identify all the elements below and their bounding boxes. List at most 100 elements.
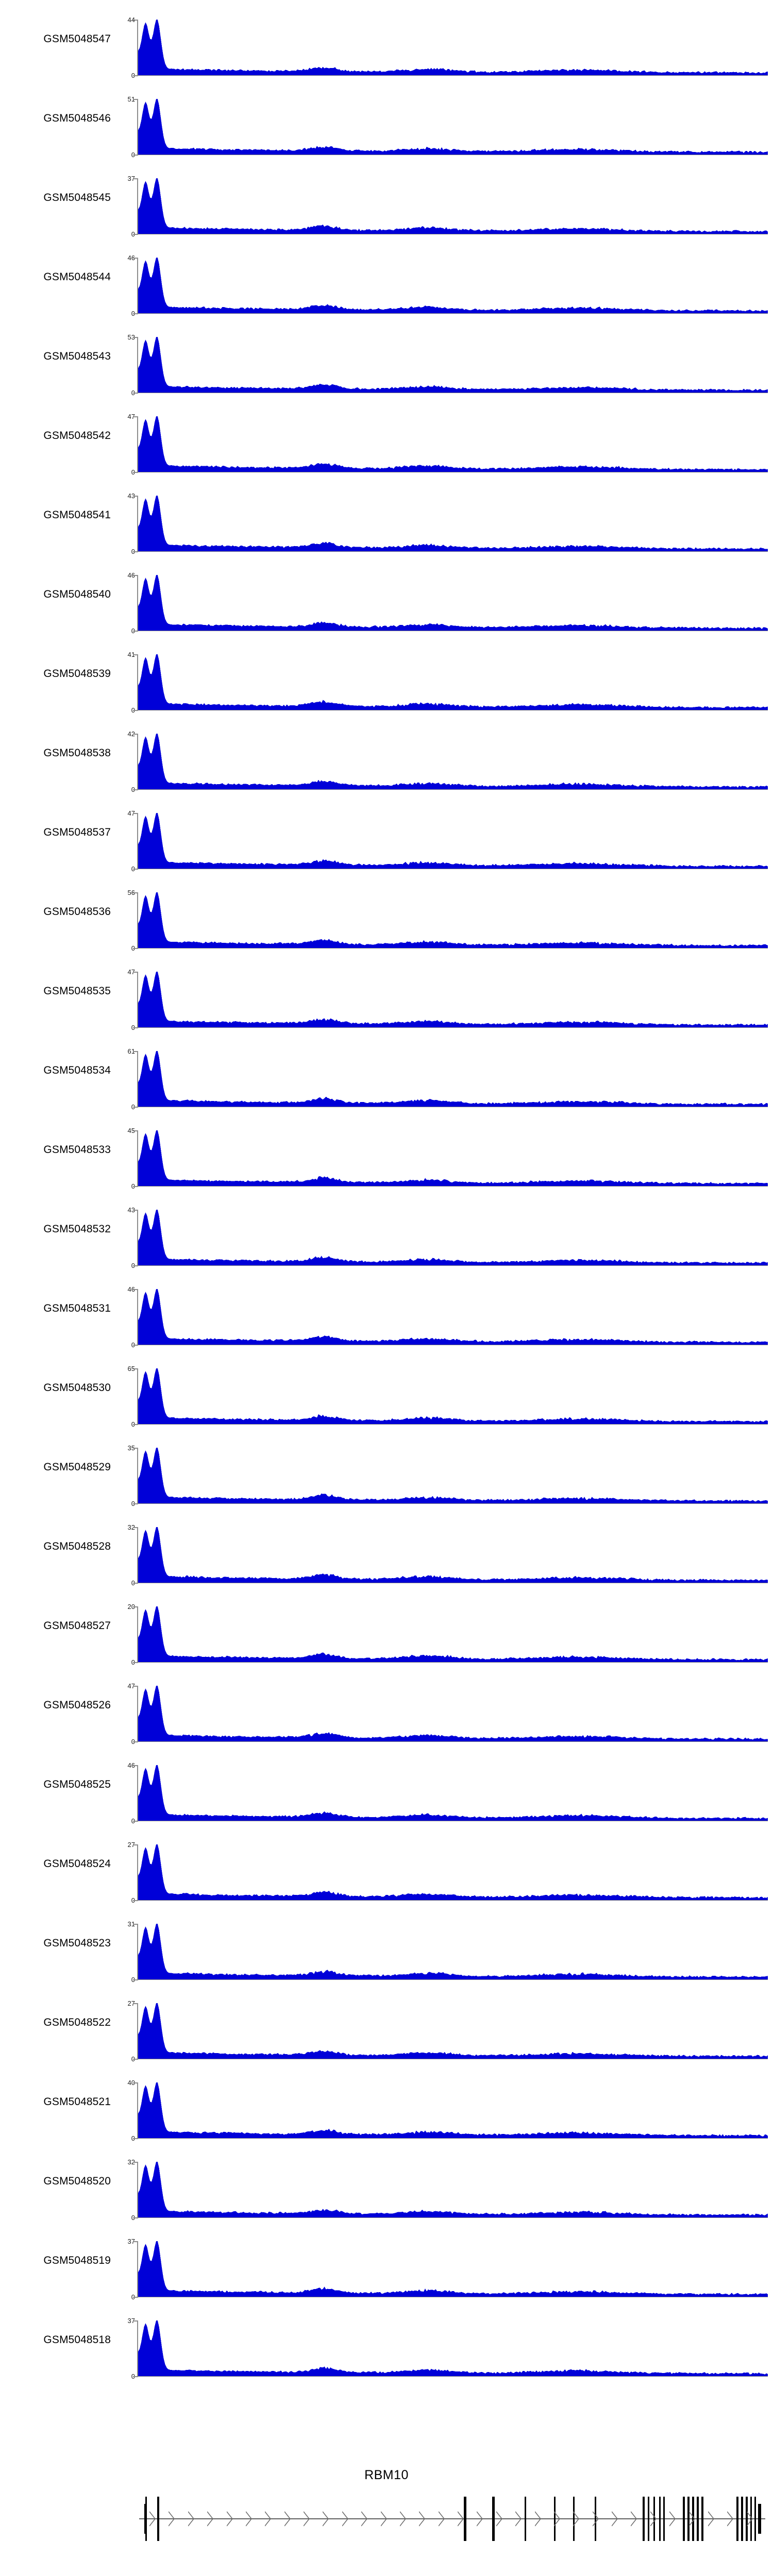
- coverage-area-plot[interactable]: [138, 1527, 768, 1583]
- coverage-area-plot[interactable]: [138, 654, 768, 710]
- coverage-area-plot[interactable]: [138, 1368, 768, 1424]
- coverage-area-plot[interactable]: [138, 972, 768, 1027]
- coverage-track[interactable]: GSM5048541 43 0: [0, 480, 773, 560]
- y-axis-tick-min: [133, 1821, 138, 1822]
- coverage-track[interactable]: GSM5048525 46 0: [0, 1750, 773, 1829]
- coverage-track[interactable]: GSM5048526 47 0: [0, 1670, 773, 1750]
- coverage-track[interactable]: GSM5048533 45 0: [0, 1115, 773, 1194]
- y-axis-rule: [137, 1606, 138, 1662]
- y-axis-tick-max: [133, 972, 138, 973]
- track-sample-label: GSM5048523: [43, 1937, 111, 1949]
- y-axis-min-label: 0: [114, 1183, 135, 1190]
- coverage-track[interactable]: GSM5048546 51 0: [0, 83, 773, 163]
- gene-exon: [554, 2497, 556, 2541]
- coverage-track[interactable]: GSM5048542 47 0: [0, 401, 773, 480]
- coverage-track[interactable]: GSM5048521 40 0: [0, 2067, 773, 2146]
- coverage-track[interactable]: GSM5048544 46 0: [0, 242, 773, 321]
- coverage-track[interactable]: GSM5048543 53 0: [0, 321, 773, 401]
- coverage-track[interactable]: GSM5048524 27 0: [0, 1829, 773, 1908]
- y-axis-tick-min: [133, 1979, 138, 1980]
- coverage-track[interactable]: GSM5048547 44 0: [0, 4, 773, 83]
- y-axis-min-label: 0: [114, 1738, 135, 1745]
- coverage-track[interactable]: GSM5048519 37 0: [0, 2226, 773, 2305]
- coverage-track[interactable]: GSM5048537 47 0: [0, 798, 773, 877]
- coverage-area-plot[interactable]: [138, 892, 768, 948]
- coverage-baseline: [138, 2376, 768, 2377]
- coverage-area-plot[interactable]: [138, 2241, 768, 2297]
- coverage-track[interactable]: GSM5048534 61 0: [0, 1036, 773, 1115]
- coverage-area-plot[interactable]: [138, 1448, 768, 1503]
- coverage-area-plot[interactable]: [138, 1210, 768, 1265]
- coverage-area-plot[interactable]: [138, 416, 768, 472]
- coverage-area-plot[interactable]: [138, 1924, 768, 1979]
- coverage-track[interactable]: GSM5048531 46 0: [0, 1274, 773, 1353]
- coverage-area-plot[interactable]: [138, 496, 768, 551]
- coverage-area-plot[interactable]: [138, 178, 768, 234]
- y-axis-max-label: 47: [127, 968, 135, 976]
- gene-exon: [643, 2497, 645, 2541]
- y-axis-min-label: 0: [114, 2056, 135, 2062]
- y-axis-max-label: 46: [127, 1285, 135, 1293]
- coverage-area-plot[interactable]: [138, 20, 768, 75]
- coverage-area-plot[interactable]: [138, 734, 768, 789]
- track-sample-label: GSM5048519: [43, 2255, 111, 2266]
- y-axis-max-label: 35: [127, 1444, 135, 1452]
- strand-arrow-icon: [708, 2511, 715, 2527]
- coverage-area-plot[interactable]: [138, 1765, 768, 1821]
- coverage-track[interactable]: GSM5048529 35 0: [0, 1432, 773, 1512]
- strand-arrow-icon: [669, 2511, 676, 2527]
- track-sample-label: GSM5048542: [43, 430, 111, 442]
- coverage-baseline: [138, 1027, 768, 1028]
- y-axis-min-label: 0: [114, 469, 135, 476]
- y-axis-tick-max: [133, 2082, 138, 2083]
- coverage-area-plot[interactable]: [138, 2320, 768, 2376]
- coverage-area-plot[interactable]: [138, 258, 768, 313]
- y-axis-min-label: 0: [114, 707, 135, 714]
- coverage-area-plot[interactable]: [138, 1686, 768, 1741]
- coverage-area-plot[interactable]: [138, 337, 768, 393]
- coverage-area-plot[interactable]: [138, 1051, 768, 1107]
- track-sample-label: GSM5048547: [43, 33, 111, 45]
- coverage-track[interactable]: GSM5048545 37 0: [0, 163, 773, 242]
- y-axis-rule: [137, 2003, 138, 2059]
- coverage-track[interactable]: GSM5048523 31 0: [0, 1908, 773, 1988]
- strand-arrow-icon: [553, 2511, 561, 2527]
- coverage-track[interactable]: GSM5048527 20 0: [0, 1591, 773, 1670]
- y-axis-tick-min: [133, 155, 138, 156]
- coverage-area-plot[interactable]: [138, 2082, 768, 2138]
- coverage-area-plot[interactable]: [138, 1606, 768, 1662]
- y-axis-max-label: 43: [127, 1206, 135, 1214]
- coverage-track[interactable]: GSM5048539 41 0: [0, 639, 773, 718]
- coverage-area-plot[interactable]: [138, 1130, 768, 1186]
- coverage-track[interactable]: GSM5048520 32 0: [0, 2146, 773, 2226]
- coverage-area-plot[interactable]: [138, 1844, 768, 1900]
- y-axis-rule: [137, 2162, 138, 2217]
- coverage-track[interactable]: GSM5048535 47 0: [0, 956, 773, 1036]
- coverage-track[interactable]: GSM5048536 56 0: [0, 877, 773, 956]
- coverage-area-plot[interactable]: [138, 99, 768, 155]
- coverage-area-plot[interactable]: [138, 2003, 768, 2059]
- track-sample-label: GSM5048530: [43, 1382, 111, 1394]
- coverage-track[interactable]: GSM5048522 27 0: [0, 1988, 773, 2067]
- gene-exon: [525, 2497, 526, 2541]
- coverage-area-plot[interactable]: [138, 813, 768, 869]
- coverage-track[interactable]: GSM5048530 65 0: [0, 1353, 773, 1432]
- y-axis-min-label: 0: [114, 1104, 135, 1110]
- y-axis-max-label: 46: [127, 254, 135, 262]
- y-axis-tick-min: [133, 869, 138, 870]
- coverage-track[interactable]: GSM5048538 42 0: [0, 718, 773, 798]
- y-axis-tick-min: [133, 948, 138, 949]
- coverage-area-plot[interactable]: [138, 1289, 768, 1345]
- y-axis-tick-max: [133, 178, 138, 179]
- coverage-track[interactable]: GSM5048532 43 0: [0, 1194, 773, 1274]
- coverage-track[interactable]: GSM5048528 32 0: [0, 1512, 773, 1591]
- coverage-track[interactable]: GSM5048540 46 0: [0, 560, 773, 639]
- y-axis-min-label: 0: [114, 1500, 135, 1507]
- coverage-track[interactable]: GSM5048518 37 0: [0, 2305, 773, 2384]
- y-axis-tick-min: [133, 234, 138, 235]
- y-axis-tick-min: [133, 710, 138, 711]
- y-axis-rule: [137, 99, 138, 155]
- coverage-area-plot[interactable]: [138, 575, 768, 631]
- coverage-area-plot[interactable]: [138, 2162, 768, 2217]
- y-axis-tick-min: [133, 1027, 138, 1028]
